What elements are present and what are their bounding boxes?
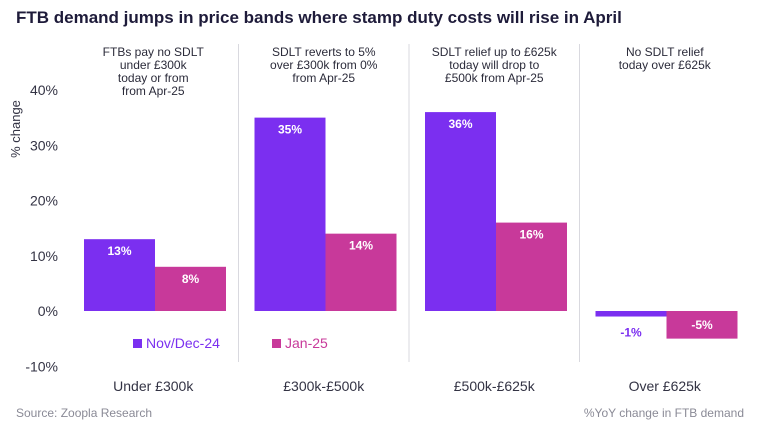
band-annotation: from Apr-25 [292,71,355,85]
bar-value-label: 8% [182,272,200,286]
y-axis-label: % change [8,100,23,158]
band-annotation: £500k from Apr-25 [445,71,544,85]
y-tick-label: 10% [30,248,58,264]
bar-jan-25 [155,266,226,311]
band-annotation: over £300k from 0% [270,58,378,72]
band-annotation: from Apr-25 [122,84,185,98]
bar-nov-dec-24 [84,239,155,311]
x-category-label: £500k-£625k [454,378,536,394]
y-tick-label: -10% [25,358,58,374]
metric-footnote: %YoY change in FTB demand [583,406,744,420]
band-annotation: today over £625k [619,58,712,72]
bar-value-label: 13% [107,244,131,258]
bar-value-label: 16% [519,228,543,242]
band-annotation: SDLT relief up to £625k [432,45,558,59]
y-tick-label: 30% [30,137,58,153]
bar-value-label: 35% [278,123,302,137]
bar-jan-25 [496,222,567,311]
y-tick-label: 0% [38,303,58,319]
legend-label: Jan-25 [285,335,328,351]
band-annotation: SDLT reverts to 5% [272,45,376,59]
chart-title: FTB demand jumps in price bands where st… [16,8,622,27]
bar-value-label: 14% [349,239,373,253]
band-annotation: under £300k [120,58,188,72]
bar-value-label: 36% [448,117,472,131]
band-annotation: No SDLT relief [626,45,704,59]
legend-swatch [133,339,142,348]
legend-label: Nov/Dec-24 [146,335,220,351]
bar-value-label: -1% [620,326,642,340]
source-note: Source: Zoopla Research [16,406,153,420]
x-category-label: Over £625k [629,378,702,394]
band-annotation: today will drop to [449,58,539,72]
band-annotation: today or from [118,71,189,85]
x-category-label: £300k-£500k [283,378,365,394]
y-tick-label: 20% [30,193,58,209]
band-annotation: FTBs pay no SDLT [103,45,205,59]
legend-swatch [272,339,281,348]
bar-nov-dec-24 [425,112,496,311]
y-tick-label: 40% [30,82,58,98]
bar-value-label: -5% [691,318,713,332]
bar-jan-25 [325,233,397,311]
x-category-label: Under £300k [113,378,194,394]
bar-nov-dec-24 [595,311,667,317]
bar-jan-25 [666,311,738,339]
bar-nov-dec-24 [254,117,326,311]
